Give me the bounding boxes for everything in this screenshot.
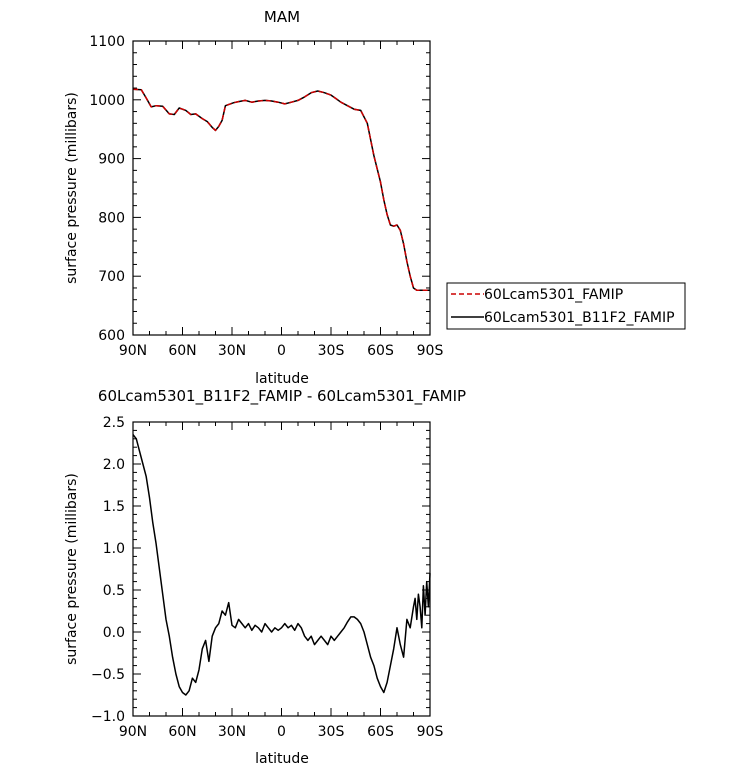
- bottom-x-tick-label: 0: [277, 724, 286, 740]
- top-x-tick-label: 60N: [168, 343, 196, 359]
- top-y-tick-label: 600: [98, 328, 125, 344]
- top-panel: MAM 90N 60N 30N 0 30S 60S 90S 600 700 800 900 1000 1…: [64, 8, 686, 387]
- top-series: [132, 88, 430, 292]
- bottom-x-tick-label: 30N: [218, 724, 246, 740]
- top-chart-title: MAM: [264, 8, 300, 26]
- bottom-grid-ticks: 90N 60N 30N 0 30S 60S 90S −1.0 −0.5 0.0 0.5 1.0 1.5 2…: [91, 415, 443, 740]
- bottom-x-tick-label: 30S: [318, 724, 345, 740]
- bottom-series: [132, 434, 431, 696]
- bottom-x-tick-label: 60S: [367, 724, 394, 740]
- bottom-y-tick-label: 1.0: [103, 541, 125, 557]
- top-y-tick-label: 900: [98, 152, 125, 168]
- bottom-y-tick-label: 0.5: [103, 583, 125, 599]
- bottom-chart-title: 60Lcam5301_B11F2_FAMIP - 60Lcam5301_FAMI…: [98, 387, 466, 406]
- bottom-y-tick-label: 1.5: [103, 499, 125, 515]
- top-series-line-0: [132, 88, 430, 292]
- bottom-y-tick-label: 2.5: [103, 415, 125, 431]
- top-x-tick-label: 0: [277, 343, 286, 359]
- legend-box: [446, 282, 686, 330]
- top-x-tick-label: 90S: [417, 343, 444, 359]
- bottom-y-axis-label: surface pressure (millibars): [64, 473, 80, 665]
- top-x-tick-label: 60S: [367, 343, 394, 359]
- bottom-y-tick-label: 2.0: [103, 457, 125, 473]
- bottom-y-tick-label: −0.5: [91, 667, 125, 683]
- bottom-panel: 60Lcam5301_B11F2_FAMIP - 60Lcam5301_FAMI…: [64, 387, 466, 767]
- bottom-x-tick-label: 90S: [417, 724, 444, 740]
- top-y-axis-label: surface pressure (millibars): [64, 92, 80, 284]
- bottom-x-tick-label: 90N: [119, 724, 147, 740]
- legend-label-b11f2: 60Lcam5301_B11F2_FAMIP: [484, 310, 675, 326]
- top-x-tick-label: 30N: [218, 343, 246, 359]
- top-grid-ticks: 90N 60N 30N 0 30S 60S 90S 600 700 800 900 1000 1100: [89, 34, 443, 359]
- top-y-tick-label: 1000: [89, 93, 125, 109]
- bottom-x-axis-label: latitude: [255, 751, 309, 767]
- bottom-plot-frame: [132, 421, 431, 717]
- top-x-axis-label: latitude: [255, 371, 309, 387]
- top-y-tick-label: 1100: [89, 34, 125, 50]
- top-x-tick-label: 30S: [318, 343, 345, 359]
- top-x-tick-label: 90N: [119, 343, 147, 359]
- bottom-y-tick-label: 0.0: [103, 625, 125, 641]
- bottom-x-tick-label: 60N: [168, 724, 196, 740]
- top-series-line-1: [132, 88, 430, 292]
- bottom-y-tick-label: −1.0: [91, 709, 125, 725]
- top-y-tick-label: 800: [98, 210, 125, 226]
- bottom-series-line-0: [132, 434, 431, 696]
- top-y-tick-label: 700: [98, 269, 125, 285]
- legend-label-famip: 60Lcam5301_FAMIP: [484, 287, 623, 303]
- top-plot-frame: [132, 40, 431, 336]
- top-legend: 60Lcam5301_FAMIP 60Lcam5301_B11F2_FAMIP: [446, 282, 686, 330]
